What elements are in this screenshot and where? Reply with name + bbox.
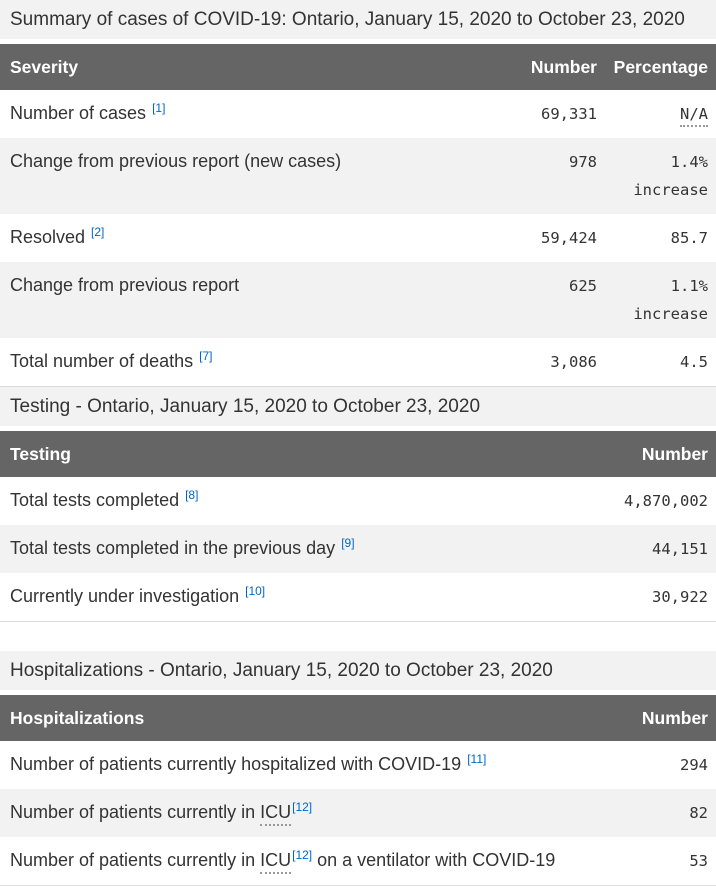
- cases-summary-section: Summary of cases of COVID-19: Ontario, J…: [0, 0, 716, 387]
- number-cell: 978: [569, 153, 597, 171]
- row-label: Change from previous report (new cases): [10, 151, 342, 171]
- cases-table-caption: Summary of cases of COVID-19: Ontario, J…: [0, 0, 716, 39]
- table-row: Number of patients currently in ICU[12] …: [0, 789, 716, 837]
- table-row: Total number of deaths [7] 3,086 4.5: [0, 338, 716, 387]
- percentage-cell: 85.7: [670, 229, 708, 247]
- number-cell: 59,424: [541, 229, 597, 247]
- number-cell: 294: [680, 756, 708, 774]
- table-row: Total tests completed [8] 4,870,002: [0, 477, 716, 525]
- row-label: Currently under investigation [10]: [10, 584, 266, 606]
- row-label: Number of patients currently in ICU[12] …: [0, 837, 586, 886]
- testing-section: Testing - Ontario, January 15, 2020 to O…: [0, 387, 716, 622]
- footnote-link[interactable]: [1]: [152, 101, 166, 115]
- header-row: Testing Number: [0, 431, 716, 477]
- cases-summary-table: Severity Number Percentage Number of cas…: [0, 44, 716, 387]
- number-cell: 30,922: [652, 588, 708, 606]
- row-label: Total tests completed in the previous da…: [10, 536, 355, 558]
- hospitalizations-table: Hospitalizations Number Number of patien…: [0, 695, 716, 886]
- column-header-testing: Testing: [0, 431, 586, 477]
- table-row: Total tests completed in the previous da…: [0, 525, 716, 573]
- header-row: Hospitalizations Number: [0, 695, 716, 741]
- number-cell: 82: [689, 804, 708, 822]
- table-row: Change from previous report 625 1.1% inc…: [0, 262, 716, 338]
- footnote-link[interactable]: [11]: [467, 752, 487, 766]
- abbr-na: N/A: [680, 105, 708, 127]
- percentage-cell: N/A: [597, 90, 716, 138]
- percentage-cell: 1.4% increase: [633, 153, 708, 199]
- hospitalizations-section: Hospitalizations - Ontario, January 15, …: [0, 651, 716, 886]
- footnote-link[interactable]: [12]: [292, 848, 313, 862]
- percentage-cell: 4.5: [680, 353, 708, 371]
- number-cell: 4,870,002: [624, 492, 708, 510]
- row-label: Total number of deaths [7]: [10, 349, 213, 371]
- footnote-link[interactable]: [2]: [91, 225, 105, 239]
- table-row: Number of cases [1] 69,331 N/A: [0, 90, 716, 138]
- footnote-link[interactable]: [9]: [341, 536, 355, 550]
- number-cell: 625: [569, 277, 597, 295]
- table-row: Number of patients currently hospitalize…: [0, 741, 716, 789]
- table-row: Change from previous report (new cases) …: [0, 138, 716, 214]
- number-cell: 3,086: [550, 353, 597, 371]
- footnote-link[interactable]: [8]: [185, 488, 199, 502]
- row-label: Change from previous report: [10, 275, 240, 295]
- abbr-icu: ICU: [260, 850, 292, 874]
- footnote-link[interactable]: [12]: [292, 800, 313, 814]
- abbr-icu: ICU: [260, 802, 292, 826]
- row-label: Number of patients currently hospitalize…: [10, 752, 487, 774]
- table-row: Number of patients currently in ICU[12] …: [0, 837, 716, 886]
- table-row: Resolved [2] 59,424 85.7: [0, 214, 716, 262]
- table-row: Currently under investigation [10] 30,92…: [0, 573, 716, 622]
- column-header-number: Number: [586, 431, 716, 477]
- column-header-percentage: Percentage: [597, 44, 716, 90]
- footnote-link[interactable]: [10]: [245, 584, 266, 598]
- column-header-severity: Severity: [0, 44, 492, 90]
- testing-table-caption: Testing - Ontario, January 15, 2020 to O…: [0, 387, 716, 426]
- number-cell: 53: [689, 852, 708, 870]
- row-label: Number of cases [1]: [10, 101, 166, 123]
- percentage-cell: 1.1% increase: [633, 277, 708, 323]
- row-label: Number of patients currently in ICU[12]: [0, 789, 586, 837]
- column-header-number: Number: [586, 695, 716, 741]
- footnote-link[interactable]: [7]: [199, 349, 213, 363]
- column-header-number: Number: [492, 44, 597, 90]
- row-label: Total tests completed [8]: [10, 488, 199, 510]
- hospitalizations-table-caption: Hospitalizations - Ontario, January 15, …: [0, 651, 716, 690]
- number-cell: 69,331: [541, 105, 597, 123]
- number-cell: 44,151: [652, 540, 708, 558]
- column-header-hospitalizations: Hospitalizations: [0, 695, 586, 741]
- testing-table: Testing Number Total tests completed [8]…: [0, 431, 716, 622]
- row-label: Resolved [2]: [10, 225, 105, 247]
- header-row: Severity Number Percentage: [0, 44, 716, 90]
